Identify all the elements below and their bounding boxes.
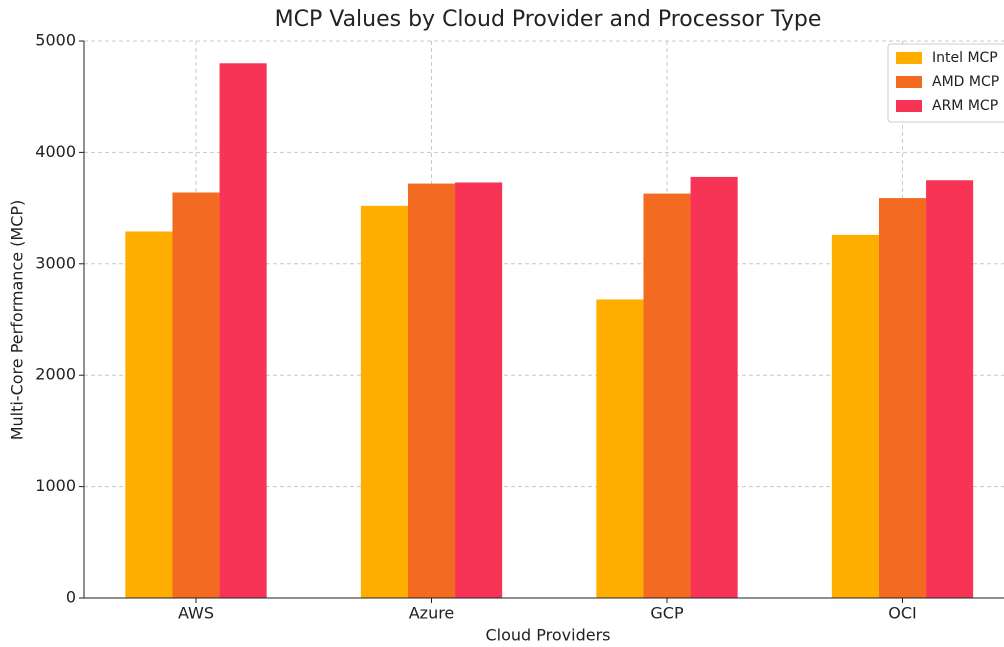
legend-label: ARM MCP	[932, 98, 998, 114]
y-tick-label: 3000	[35, 253, 76, 272]
bar	[878, 198, 927, 598]
x-tick-label: GCP	[650, 604, 684, 623]
legend-label: AMD MCP	[932, 74, 999, 90]
x-tick-label: Azure	[409, 604, 455, 623]
x-tick-label: OCI	[888, 604, 916, 623]
bar	[455, 182, 503, 598]
bar	[643, 193, 691, 599]
chart-title: MCP Values by Cloud Provider and Process…	[275, 7, 822, 32]
y-tick-label: 2000	[35, 365, 76, 384]
y-axis-label: Multi-Core Performance (MCP)	[8, 200, 27, 441]
x-tick-label: AWS	[178, 604, 214, 623]
bar	[407, 183, 456, 599]
bar	[360, 205, 408, 598]
bar	[596, 299, 644, 598]
bar	[125, 231, 173, 598]
bar	[219, 63, 267, 598]
legend-swatch	[896, 76, 922, 88]
legend-swatch	[896, 100, 922, 112]
y-tick-label: 1000	[35, 476, 76, 495]
y-tick-label: 0	[66, 588, 76, 607]
x-axis-label: Cloud Providers	[486, 626, 611, 645]
y-tick-label: 4000	[35, 142, 76, 161]
bar	[690, 176, 738, 598]
legend-swatch	[896, 52, 922, 64]
bar	[926, 180, 974, 598]
bar	[172, 192, 220, 598]
bar	[831, 234, 879, 598]
y-tick-label: 5000	[35, 31, 76, 50]
legend-label: Intel MCP	[932, 50, 998, 66]
